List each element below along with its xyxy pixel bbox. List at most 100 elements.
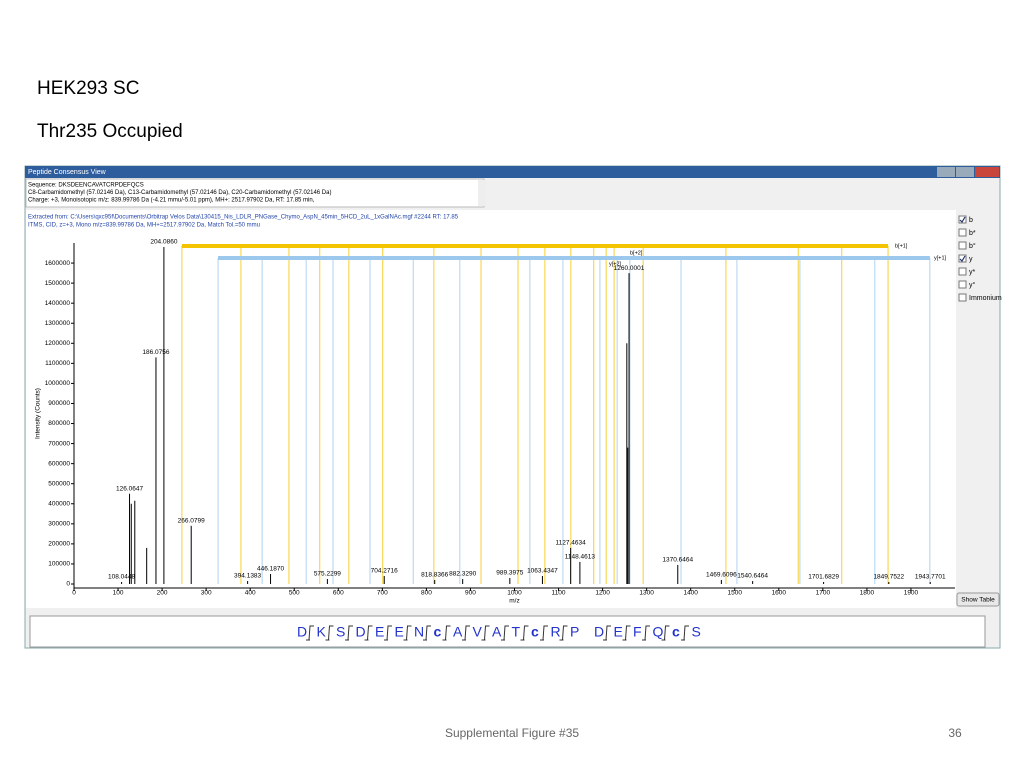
maximize-button[interactable] — [956, 167, 974, 177]
ion-label: y° — [969, 281, 976, 289]
peak-label: 1943.7701 — [915, 574, 946, 581]
ion-checkbox[interactable] — [958, 293, 967, 302]
title-bar — [25, 166, 1000, 178]
cleavage-mark — [384, 625, 392, 641]
ion-series-label: y[+1] — [934, 255, 947, 261]
info-line: C8-Carbamidomethyl (57.02146 Da), C13-Ca… — [28, 190, 331, 196]
residue: D — [594, 624, 604, 640]
y-tick-label: 0 — [66, 581, 70, 588]
x-tick-label: 400 — [245, 590, 256, 597]
residue: V — [473, 624, 483, 640]
residue: R — [551, 624, 561, 640]
residue: E — [395, 624, 404, 640]
residue: E — [614, 624, 623, 640]
close-button[interactable] — [975, 167, 999, 177]
slide-title: HEK293 SC — [37, 78, 139, 99]
residue: D — [297, 624, 307, 640]
peak-label: 1370.6464 — [662, 557, 693, 564]
show-table-button[interactable] — [956, 592, 1000, 607]
peak-label: 126.0647 — [116, 485, 143, 492]
peak-label: 108.0448 — [108, 574, 135, 581]
x-tick-label: 1400 — [683, 590, 698, 597]
slide-subtitle: Thr235 Occupied — [37, 121, 183, 142]
peak-label: 1127.4634 — [556, 540, 587, 547]
y-tick-label: 1400000 — [45, 300, 71, 307]
check-mark — [959, 216, 966, 223]
window-title: Peptide Consensus View — [28, 169, 107, 176]
info-scrollbar[interactable] — [478, 180, 486, 206]
cleavage-mark — [423, 625, 431, 641]
residue: S — [336, 624, 345, 640]
cleavage-mark — [642, 625, 650, 641]
x-tick-label: 200 — [157, 590, 168, 597]
x-axis-label: m/z — [509, 598, 519, 605]
residue: c — [672, 624, 680, 640]
peak-label: 1148.4613 — [565, 554, 596, 561]
page-number: 36 — [948, 726, 962, 740]
info-line: Charge: +3, Monoisotopic m/z: 839.99786 … — [28, 198, 315, 204]
y-tick-label: 300000 — [48, 521, 70, 528]
residue: P — [570, 624, 579, 640]
ion-label: b — [969, 217, 973, 224]
cleavage-mark — [325, 625, 334, 641]
cleavage-mark — [622, 625, 631, 641]
y-tick-label: 600000 — [48, 460, 70, 467]
ion-checkbox[interactable] — [958, 254, 967, 263]
cleavage-mark — [661, 625, 670, 641]
x-tick-label: 900 — [465, 590, 476, 597]
ion-band — [181, 244, 889, 248]
ion-checkbox[interactable] — [958, 228, 967, 237]
peak-label: 204.0860 — [150, 239, 177, 246]
cleavage-mark — [462, 625, 470, 641]
cleavage-mark — [540, 625, 548, 641]
cleavage-mark — [681, 625, 689, 641]
x-tick-label: 300 — [201, 590, 212, 597]
info-line: Sequence: DKSDEENCAVATCRPDEFQCS — [28, 183, 144, 189]
peak-label: 1469.6096 — [706, 572, 737, 579]
ion-series-label: y[+2] — [609, 261, 622, 267]
ion-checkbox[interactable] — [958, 280, 967, 289]
ion-label: Immonium — [969, 295, 1002, 302]
peak-label: 818.8366 — [421, 572, 448, 579]
y-tick-label: 1200000 — [45, 340, 71, 347]
y-tick-label: 400000 — [48, 500, 70, 507]
x-tick-label: 500 — [289, 590, 300, 597]
residue: c — [434, 624, 442, 640]
peak-label: 1260.0001 — [614, 265, 645, 272]
peak-label: 989.3975 — [496, 570, 523, 577]
x-tick-label: 600 — [333, 590, 344, 597]
residue: c — [531, 624, 539, 640]
x-tick-label: 700 — [377, 590, 388, 597]
y-tick-label: 700000 — [48, 440, 70, 447]
ion-checkbox[interactable] — [958, 241, 967, 250]
ion-label: y* — [969, 269, 976, 276]
x-tick-label: 1100 — [552, 590, 566, 597]
x-tick-label: 1600 — [772, 590, 787, 597]
y-tick-label: 900000 — [48, 400, 70, 407]
ion-checkbox[interactable] — [958, 267, 967, 276]
y-tick-label: 200000 — [48, 541, 70, 548]
peak-label: 882.3290 — [449, 571, 476, 578]
info-panel — [25, 178, 485, 208]
spectrum-header: ITMS, CID, z=+3, Mono m/z=839.99786 Da, … — [28, 223, 260, 229]
minimize-button[interactable] — [937, 167, 955, 177]
peak-label: 1701.6829 — [808, 574, 839, 581]
y-tick-label: 100000 — [48, 561, 70, 568]
residue: F — [633, 624, 642, 640]
spectrum-header: Extracted from: C:\Users\qxc95f\Document… — [28, 215, 459, 221]
cleavage-mark — [403, 625, 412, 641]
residue: K — [317, 624, 327, 640]
residue: A — [492, 624, 502, 640]
ion-series-label: b[+1] — [895, 243, 908, 249]
residue: A — [453, 624, 463, 640]
x-tick-label: 1300 — [639, 590, 654, 597]
y-tick-label: 800000 — [48, 420, 70, 427]
x-tick-label: 800 — [421, 590, 432, 597]
peak-label: 186.0756 — [142, 349, 169, 356]
peak-label: 1540.6464 — [737, 573, 768, 580]
footer: Supplemental Figure #35 — [445, 726, 579, 740]
cleavage-mark — [559, 625, 568, 641]
x-tick-label: 1500 — [728, 590, 743, 597]
peak-label: 266.0799 — [178, 518, 205, 525]
ion-checkbox[interactable] — [958, 215, 967, 224]
